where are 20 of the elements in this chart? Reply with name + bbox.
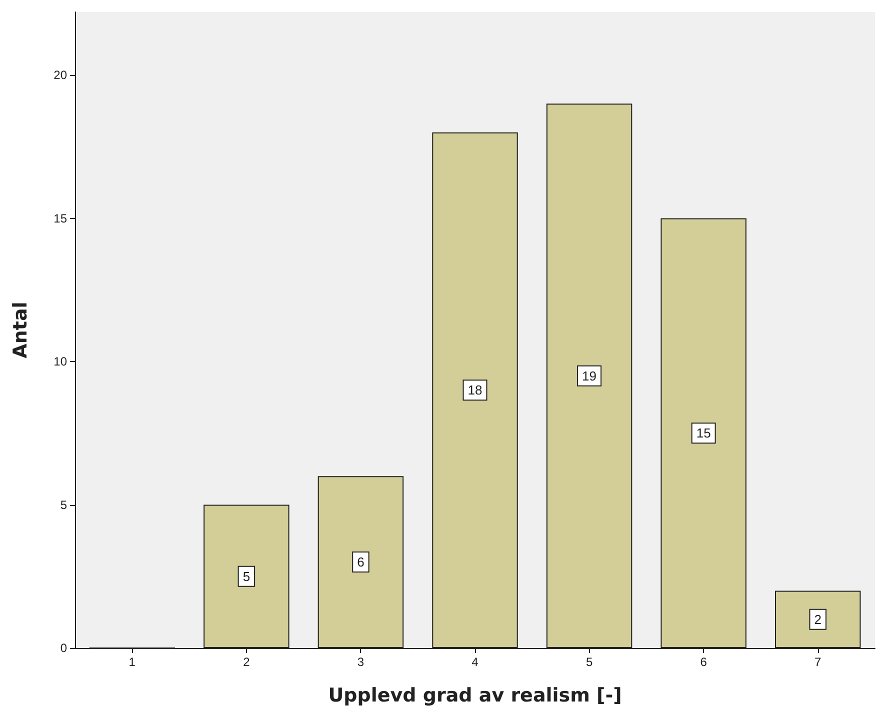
data-label: 2 [814, 612, 822, 627]
y-tick-label: 20 [54, 68, 68, 82]
x-tick-label: 6 [700, 655, 708, 669]
data-label: 18 [468, 382, 482, 398]
y-tick-label: 0 [60, 641, 68, 655]
data-label: 19 [582, 368, 597, 384]
x-tick-label: 4 [472, 655, 479, 669]
x-axis-title: Upplevd grad av realism [-] [328, 684, 622, 706]
y-tick-label: 15 [54, 211, 68, 226]
data-label: 5 [242, 568, 250, 584]
y-tick-label: 10 [54, 354, 68, 369]
x-tick-label: 7 [814, 655, 822, 669]
y-axis-title: Antal [10, 302, 32, 358]
x-tick-label: 2 [243, 655, 250, 669]
x-tick-label: 1 [128, 655, 136, 669]
y-tick-label: 5 [60, 498, 68, 512]
x-tick-label: 5 [586, 655, 593, 669]
data-label: 15 [696, 426, 711, 441]
x-tick-label: 3 [357, 655, 364, 669]
data-label: 6 [357, 554, 364, 570]
